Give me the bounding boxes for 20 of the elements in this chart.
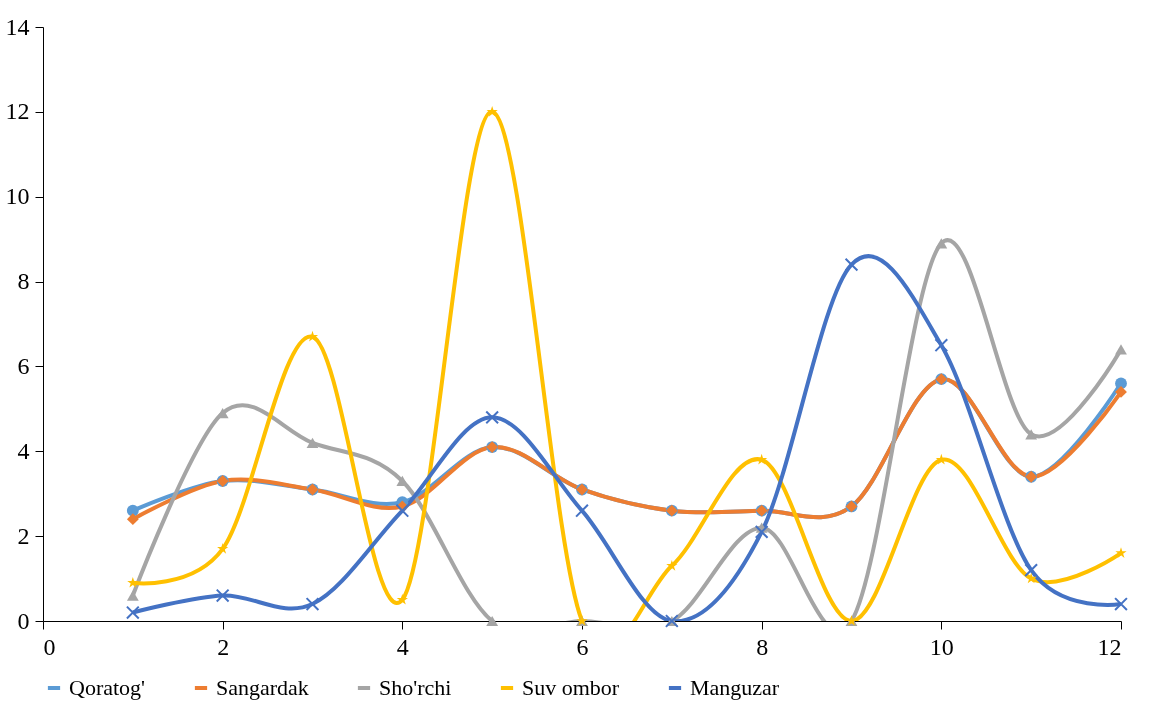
x-tick-label: 0 [43,633,56,660]
y-tick-label: 0 [17,607,30,634]
x-tick-label: 10 [929,633,954,660]
y-tick-label: 10 [5,183,30,210]
y-tick-label: 8 [17,268,30,295]
y-tick-label: 2 [17,522,30,549]
legend-label: Sangardak [216,675,309,700]
x-tick-label: 8 [756,633,769,660]
legend-label: Qoratog' [69,675,146,700]
x-tick-label: 6 [576,633,589,660]
y-tick-label: 6 [17,352,30,379]
x-tick-label: 4 [396,633,409,660]
x-tick-label: 12 [1097,633,1122,660]
legend-label: Manguzar [690,675,780,700]
y-tick-label: 4 [17,437,30,464]
y-tick-label: 12 [5,98,30,125]
legend-label: Sho'rchi [379,675,452,700]
x-tick-label: 2 [217,633,230,660]
y-tick-label: 14 [5,13,30,40]
legend-label: Suv ombor [522,675,620,700]
